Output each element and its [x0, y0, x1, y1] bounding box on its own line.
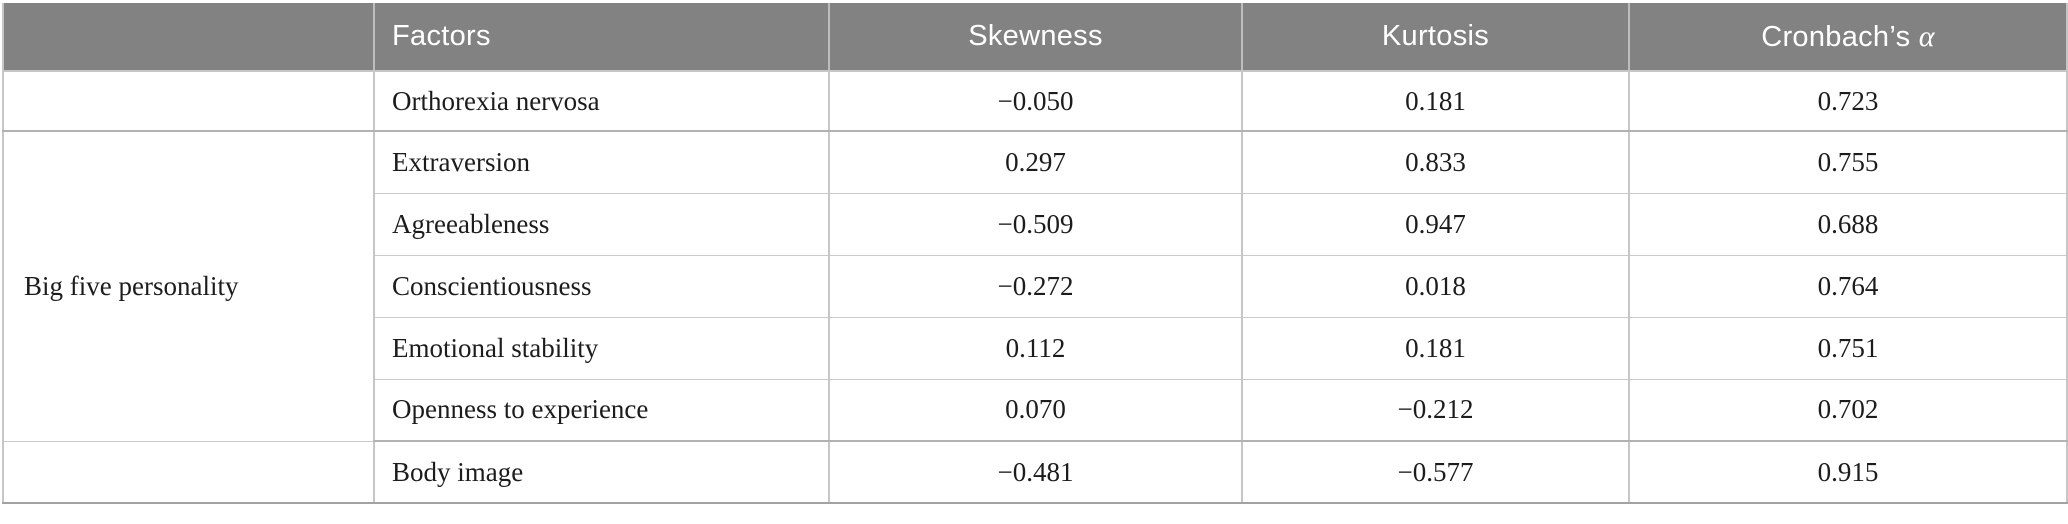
skewness-cell: 0.070 [828, 379, 1242, 442]
header-cell-factors: Factors [373, 3, 829, 72]
skewness-cell: −0.272 [828, 255, 1242, 318]
alpha-symbol: α [1918, 19, 1935, 53]
skewness-cell: −0.481 [828, 441, 1242, 504]
header-cell-cronbach: Cronbach’s α [1628, 3, 2067, 72]
group-cell-empty [3, 71, 374, 132]
cronbach-cell: 0.688 [1628, 193, 2067, 256]
cronbach-cell: 0.751 [1628, 317, 2067, 380]
header-cell-kurtosis: Kurtosis [1241, 3, 1629, 72]
factor-cell: Agreeableness [373, 193, 829, 256]
table-row-extraversion: Big five personality Extraversion 0.297 … [3, 131, 2067, 442]
kurtosis-cell: 0.947 [1241, 193, 1629, 256]
table-row-emotional-stability: Emotional stability 0.112 0.181 0.751 [3, 317, 2067, 380]
table-body: Orthorexia nervosa −0.050 0.181 0.723 Bi… [3, 71, 2067, 504]
skewness-cell: 0.112 [828, 317, 1242, 380]
cronbach-cell: 0.755 [1628, 131, 2067, 194]
skewness-cell: −0.509 [828, 193, 1242, 256]
kurtosis-cell: 0.181 [1241, 317, 1629, 380]
factor-cell: Extraversion [373, 131, 829, 194]
cronbach-cell: 0.702 [1628, 379, 2067, 442]
cronbach-cell: 0.915 [1628, 441, 2067, 504]
cronbach-label: Cronbach’s [1761, 20, 1919, 53]
kurtosis-cell: −0.577 [1241, 441, 1629, 504]
kurtosis-cell: 0.181 [1241, 71, 1629, 132]
header-cell-blank [3, 3, 374, 72]
group-cell-empty [3, 441, 374, 504]
table-row-agreeableness: Agreeableness −0.509 0.947 0.688 [3, 193, 2067, 256]
kurtosis-cell: 0.833 [1241, 131, 1629, 194]
table-row-conscientiousness: Conscientiousness −0.272 0.018 0.764 [3, 255, 2067, 318]
group-cell-big-five: Big five personality [3, 131, 374, 442]
table-row-openness: Openness to experience 0.070 −0.212 0.70… [3, 379, 2067, 442]
factor-cell: Conscientiousness [373, 255, 829, 318]
page: Factors Skewness Kurtosis Cronbach’s α O… [2, 3, 2068, 504]
factor-cell: Body image [373, 441, 829, 504]
skewness-cell: −0.050 [828, 71, 1242, 132]
factor-cell: Orthorexia nervosa [373, 71, 829, 132]
table-row-body-image: Body image −0.481 −0.577 0.915 [3, 441, 2067, 504]
skewness-cell: 0.297 [828, 131, 1242, 194]
factor-cell: Openness to experience [373, 379, 829, 442]
cronbach-cell: 0.723 [1628, 71, 2067, 132]
kurtosis-cell: −0.212 [1241, 379, 1629, 442]
header-row: Factors Skewness Kurtosis Cronbach’s α [3, 3, 2067, 72]
header-cell-skewness: Skewness [828, 3, 1242, 72]
statistics-table: Factors Skewness Kurtosis Cronbach’s α O… [2, 3, 2068, 504]
cronbach-cell: 0.764 [1628, 255, 2067, 318]
factor-cell: Emotional stability [373, 317, 829, 380]
table-header: Factors Skewness Kurtosis Cronbach’s α [3, 3, 2067, 72]
kurtosis-cell: 0.018 [1241, 255, 1629, 318]
table-row-orthorexia: Orthorexia nervosa −0.050 0.181 0.723 [3, 71, 2067, 132]
